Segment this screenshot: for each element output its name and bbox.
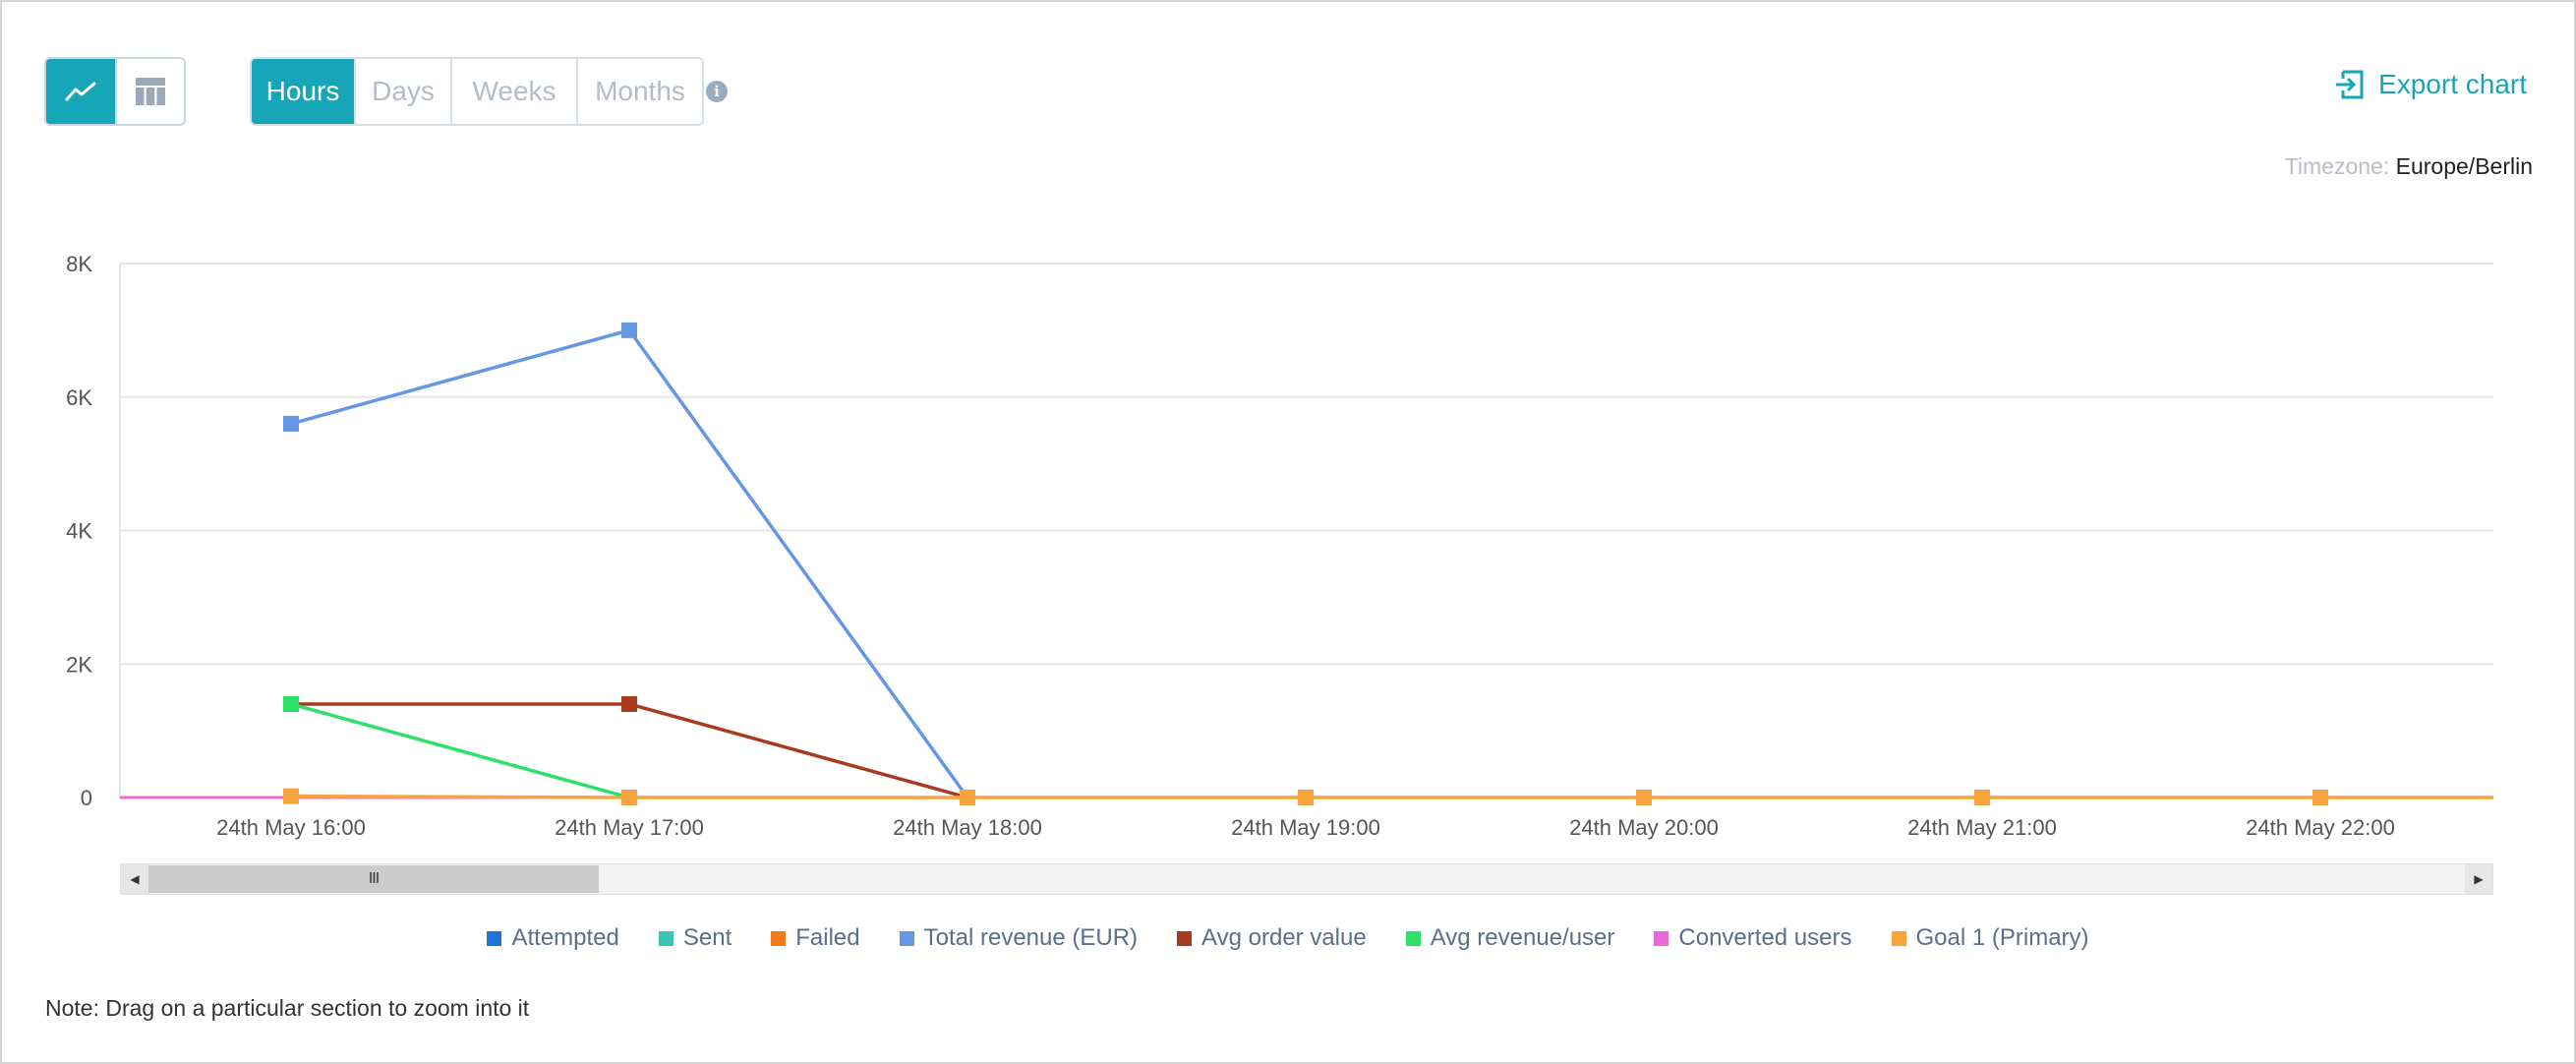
legend-label: Avg revenue/user bbox=[1430, 924, 1615, 951]
legend-label: Converted users bbox=[1678, 924, 1852, 951]
tab-hours[interactable]: Hours bbox=[252, 59, 354, 124]
data-point bbox=[283, 415, 299, 432]
tab-weeks[interactable]: Weeks bbox=[450, 59, 576, 124]
data-point bbox=[621, 790, 637, 805]
data-point bbox=[1636, 790, 1652, 805]
legend-item[interactable]: Converted users bbox=[1654, 924, 1852, 952]
table-icon bbox=[136, 78, 165, 105]
legend-swatch bbox=[1405, 930, 1421, 946]
legend-item[interactable]: Total revenue (EUR) bbox=[899, 924, 1139, 952]
line-chart-view-button[interactable] bbox=[46, 59, 115, 124]
timezone-display: Timezone: Europe/Berlin bbox=[2285, 153, 2533, 180]
x-tick-label: 24th May 19:00 bbox=[1231, 815, 1380, 840]
export-chart-label: Export chart bbox=[2378, 69, 2527, 99]
zoom-note: Note: Drag on a particular section to zo… bbox=[45, 995, 530, 1021]
x-tick-label: 24th May 17:00 bbox=[555, 815, 704, 840]
x-tick-label: 24th May 22:00 bbox=[2246, 815, 2395, 840]
legend-swatch bbox=[658, 930, 673, 946]
tab-days[interactable]: Days bbox=[354, 59, 450, 124]
y-tick-label: 8K bbox=[66, 252, 92, 276]
legend-label: Attempted bbox=[511, 924, 619, 951]
legend-swatch bbox=[771, 930, 787, 946]
legend-label: Sent bbox=[682, 924, 732, 951]
data-point bbox=[1298, 790, 1314, 805]
timezone-value: Europe/Berlin bbox=[2395, 153, 2533, 179]
legend-item[interactable]: Failed bbox=[771, 924, 860, 952]
y-tick-label: 2K bbox=[66, 652, 92, 677]
line-chart[interactable]: 0 2K 4K 6K 8K 24th May 16:00 24th May 17:00 24t… bbox=[0, 0, 2576, 856]
x-tick-label: 24th May 16:00 bbox=[216, 815, 366, 840]
legend-label: Failed bbox=[795, 924, 860, 951]
legend-swatch bbox=[1177, 930, 1193, 946]
x-tick-label: 24th May 20:00 bbox=[1569, 815, 1719, 840]
scroll-thumb[interactable]: III bbox=[148, 865, 599, 893]
data-point bbox=[2313, 790, 2328, 805]
data-point bbox=[621, 322, 637, 338]
legend-swatch bbox=[1654, 930, 1669, 946]
series-line bbox=[290, 702, 630, 799]
chart-legend: Attempted Sent Failed Total revenue (EUR) Av… bbox=[0, 924, 2576, 952]
table-view-button[interactable] bbox=[115, 59, 184, 124]
legend-swatch bbox=[899, 930, 914, 946]
legend-item[interactable]: Attempted bbox=[487, 924, 619, 952]
data-point bbox=[621, 695, 637, 712]
chart-scrollbar[interactable]: ◀ III ▶ bbox=[120, 863, 2493, 895]
scroll-left-arrow[interactable]: ◀ bbox=[121, 864, 148, 894]
legend-swatch bbox=[487, 930, 502, 946]
export-chart-button[interactable]: Export chart bbox=[2333, 69, 2527, 100]
y-tick-label: 4K bbox=[66, 519, 92, 544]
scroll-right-arrow[interactable]: ▶ bbox=[2465, 864, 2492, 894]
data-point bbox=[960, 790, 975, 805]
x-tick-label: 24th May 21:00 bbox=[1907, 815, 2057, 840]
info-icon[interactable]: i bbox=[706, 81, 728, 102]
export-icon bbox=[2336, 70, 2364, 99]
period-tabs: Hours Days Weeks Months bbox=[250, 57, 704, 126]
legend-label: Total revenue (EUR) bbox=[923, 924, 1139, 951]
legend-item[interactable]: Goal 1 (Primary) bbox=[1891, 924, 2089, 952]
x-tick-label: 24th May 18:00 bbox=[893, 815, 1042, 840]
data-point bbox=[283, 788, 299, 804]
legend-label: Goal 1 (Primary) bbox=[1915, 924, 2089, 951]
series-line bbox=[290, 794, 2493, 799]
y-tick-label: 0 bbox=[81, 786, 92, 810]
series-line bbox=[290, 328, 969, 799]
timezone-label: Timezone: bbox=[2284, 153, 2390, 179]
data-point bbox=[283, 695, 299, 712]
legend-item[interactable]: Sent bbox=[658, 924, 732, 952]
data-point bbox=[1974, 790, 1990, 805]
y-tick-label: 6K bbox=[66, 385, 92, 410]
tab-months[interactable]: Months bbox=[576, 59, 702, 124]
legend-item[interactable]: Avg revenue/user bbox=[1405, 924, 1615, 952]
view-toggle bbox=[44, 57, 186, 126]
line-chart-icon bbox=[65, 82, 96, 101]
legend-label: Avg order value bbox=[1201, 924, 1367, 951]
series-line bbox=[291, 702, 968, 799]
legend-swatch bbox=[1891, 930, 1906, 946]
legend-item[interactable]: Avg order value bbox=[1177, 924, 1367, 952]
